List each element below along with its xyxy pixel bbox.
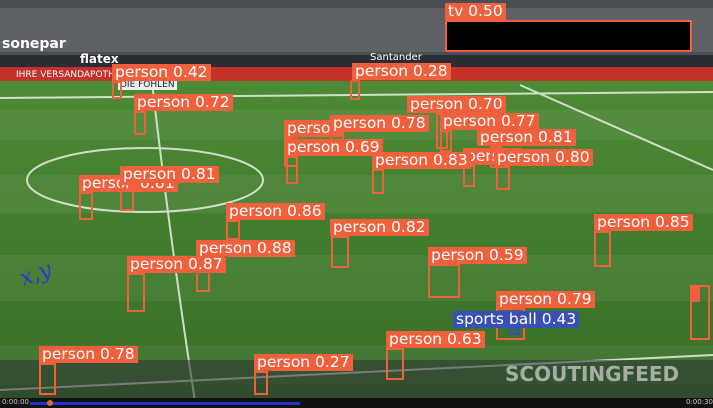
progress — [30, 402, 300, 405]
detection-label: person 0.63 — [386, 331, 485, 348]
bounding-box — [428, 264, 460, 298]
detection-label: person 0.77 — [440, 113, 539, 130]
detection-label: tv 0.50 — [445, 3, 506, 20]
bounding-box — [509, 328, 520, 335]
banner-text: IHRE VERSANDAPOTHEKE — [16, 70, 133, 80]
bounding-box — [372, 169, 384, 194]
scrubber[interactable] — [47, 400, 53, 406]
banner-text: flatex — [80, 52, 119, 66]
bounding-box — [445, 20, 692, 52]
bounding-box — [226, 220, 240, 240]
detection-label: sports ball 0.43 — [453, 311, 580, 328]
bounding-box — [112, 81, 122, 99]
time-start: 0:00:00 — [2, 398, 29, 406]
detection-label: person 0.70 — [407, 96, 506, 113]
bounding-box — [254, 371, 268, 395]
player-bar — [0, 398, 713, 408]
bounding-box — [440, 130, 452, 152]
detection-label: person 0.78 — [330, 115, 429, 132]
detection-label — [690, 285, 700, 302]
banner-text: Santander — [370, 52, 422, 63]
banner-text: DIE FOHLEN — [118, 80, 177, 90]
detection-label: person 0.28 — [352, 63, 451, 80]
bounding-box — [39, 363, 56, 395]
detection-label: person 0.80 — [494, 149, 593, 166]
bounding-box — [331, 236, 349, 268]
bounding-box — [350, 80, 360, 100]
detection-label: person 0.69 — [284, 139, 383, 156]
detection-label: person 0.78 — [39, 346, 138, 363]
detection-label: person 0.81 — [120, 166, 219, 183]
detection-label: person 0.88 — [196, 240, 295, 257]
detection-label: person 0.87 — [127, 256, 226, 273]
detection-label: person 0.82 — [330, 219, 429, 236]
bounding-box — [79, 192, 93, 220]
banner-text: sonepar — [2, 36, 66, 52]
detection-label: person 0.86 — [226, 203, 325, 220]
detection-label: person 0.42 — [112, 64, 211, 81]
detection-label: person 0.81 — [477, 129, 576, 146]
bounding-box — [594, 231, 611, 267]
detection-label: person 0.27 — [254, 354, 353, 371]
detection-label: person — [284, 120, 344, 137]
time-end: 0:00:30 — [686, 398, 713, 406]
bounding-box — [496, 166, 510, 190]
detection-label: person 0.79 — [496, 291, 595, 308]
detection-label: person 0.72 — [134, 94, 233, 111]
bounding-box — [120, 183, 134, 211]
bounding-box — [127, 273, 145, 312]
detection-label: person 0.59 — [428, 247, 527, 264]
bottom-stands — [0, 360, 713, 400]
detection-label: person 0.85 — [594, 214, 693, 231]
watermark: SCOUTINGFEED — [505, 362, 680, 386]
bounding-box — [386, 348, 404, 380]
bounding-box — [690, 285, 710, 340]
bounding-box — [286, 156, 298, 184]
detection-label: person 0.83 — [372, 152, 471, 169]
bounding-box — [134, 111, 146, 135]
